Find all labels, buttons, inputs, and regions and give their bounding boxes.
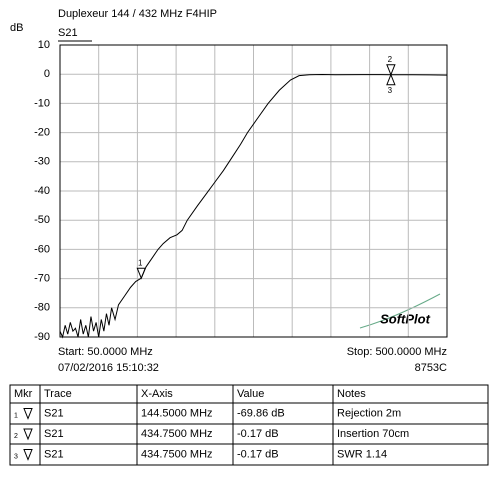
- marker: [136, 267, 147, 280]
- stop-label: Stop: 500.0000 MHz: [347, 346, 447, 358]
- y-tick-label: 0: [44, 68, 50, 80]
- table-cell-text: SWR 1.14: [337, 448, 387, 460]
- y-tick-label: -70: [34, 273, 50, 285]
- table-cell: [332, 443, 489, 466]
- table-cell-text: -0.17 dB: [237, 428, 279, 440]
- table-cell-text: 2: [14, 433, 18, 440]
- y-tick-label: -80: [34, 302, 50, 314]
- marker-icon: [23, 449, 33, 461]
- table-cell-text: -0.17 dB: [237, 448, 279, 460]
- marker: [386, 64, 396, 77]
- table-cell-text: 434.7500 MHz: [141, 448, 213, 460]
- marker-label: 1: [138, 258, 143, 267]
- marker-icon: [23, 408, 33, 420]
- table-cell-text: -69.86 dB: [237, 407, 285, 419]
- plot-frame: [59, 44, 448, 338]
- table-cell-text: Insertion 70cm: [337, 428, 409, 440]
- table-header: Trace: [44, 388, 72, 400]
- table-cell-text: 1: [14, 412, 18, 419]
- trace-line: [59, 73, 448, 339]
- marker-label: 2: [388, 55, 393, 64]
- y-tick-label: -60: [34, 243, 50, 255]
- table-cell-text: S21: [44, 428, 64, 440]
- table-header: Value: [237, 388, 264, 400]
- y-axis-label: dB: [10, 22, 23, 34]
- table-cell-text: S21: [44, 448, 64, 460]
- watermark: SoftPlot: [380, 311, 430, 326]
- marker-label: 3: [388, 86, 393, 95]
- logo-swoosh: [359, 293, 441, 329]
- table-cell-text: 3: [14, 453, 18, 460]
- y-tick-label: -40: [34, 185, 50, 197]
- table-header: Mkr: [14, 388, 33, 400]
- table-header: X-Axis: [141, 388, 173, 400]
- y-tick-label: -90: [34, 331, 50, 343]
- marker-icon: [23, 428, 33, 441]
- instrument: 8753C: [415, 362, 447, 374]
- table-cell-text: S21: [44, 407, 64, 419]
- chart-title: Duplexeur 144 / 432 MHz F4HIP: [58, 8, 217, 20]
- y-tick-label: -30: [34, 156, 50, 168]
- table-cell-text: Rejection 2m: [337, 407, 401, 419]
- trace-label: S21: [58, 27, 78, 39]
- table-header: Notes: [337, 388, 366, 400]
- start-label: Start: 50.0000 MHz: [58, 346, 153, 358]
- timestamp: 07/02/2016 15:10:32: [58, 362, 159, 374]
- y-tick-label: -10: [34, 97, 50, 109]
- table-cell-text: 434.7500 MHz: [141, 428, 213, 440]
- table-cell-text: 144.5000 MHz: [141, 407, 213, 419]
- marker: [386, 73, 396, 86]
- y-tick-label: -50: [34, 214, 50, 226]
- y-tick-label: -20: [34, 127, 50, 139]
- y-tick-label: 10: [38, 39, 50, 51]
